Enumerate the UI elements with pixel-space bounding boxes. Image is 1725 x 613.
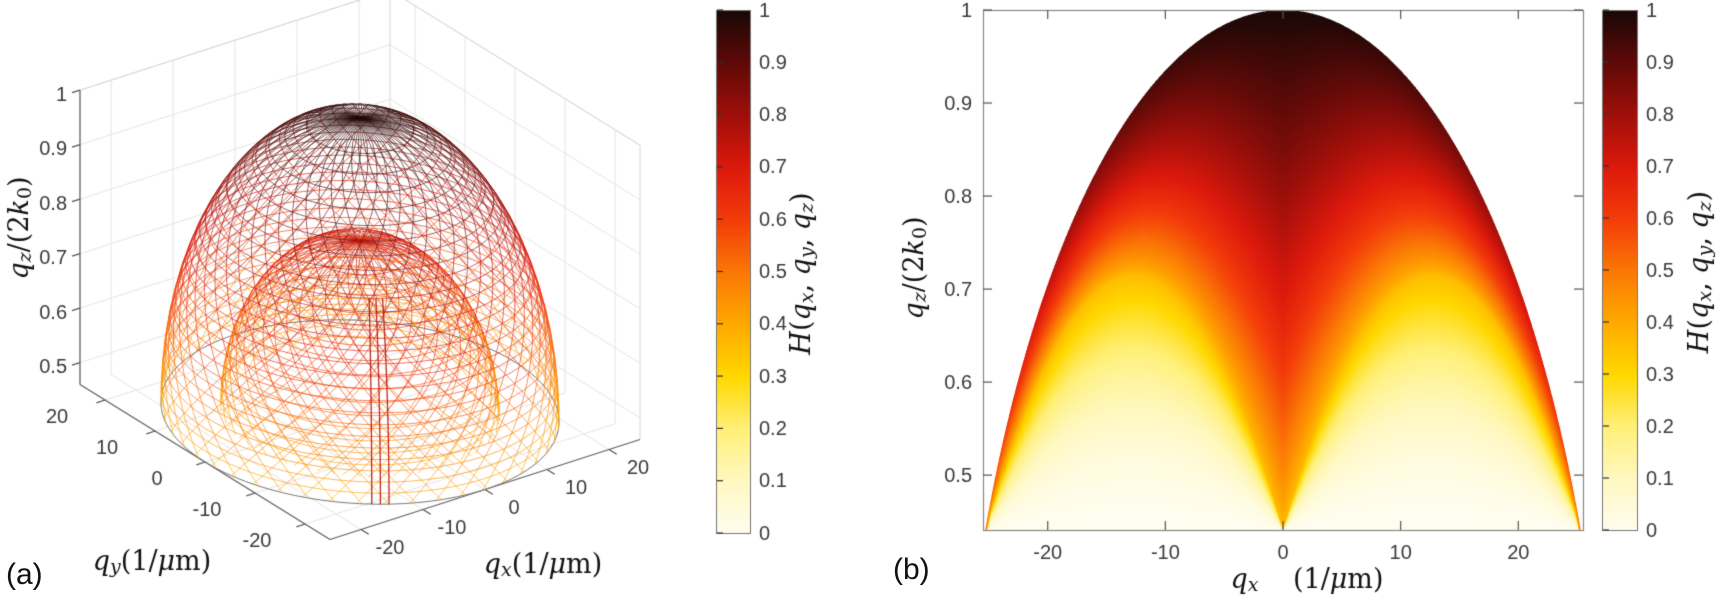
panel-b-label: (b) [893, 553, 930, 586]
panel-a-label: (a) [6, 558, 43, 591]
